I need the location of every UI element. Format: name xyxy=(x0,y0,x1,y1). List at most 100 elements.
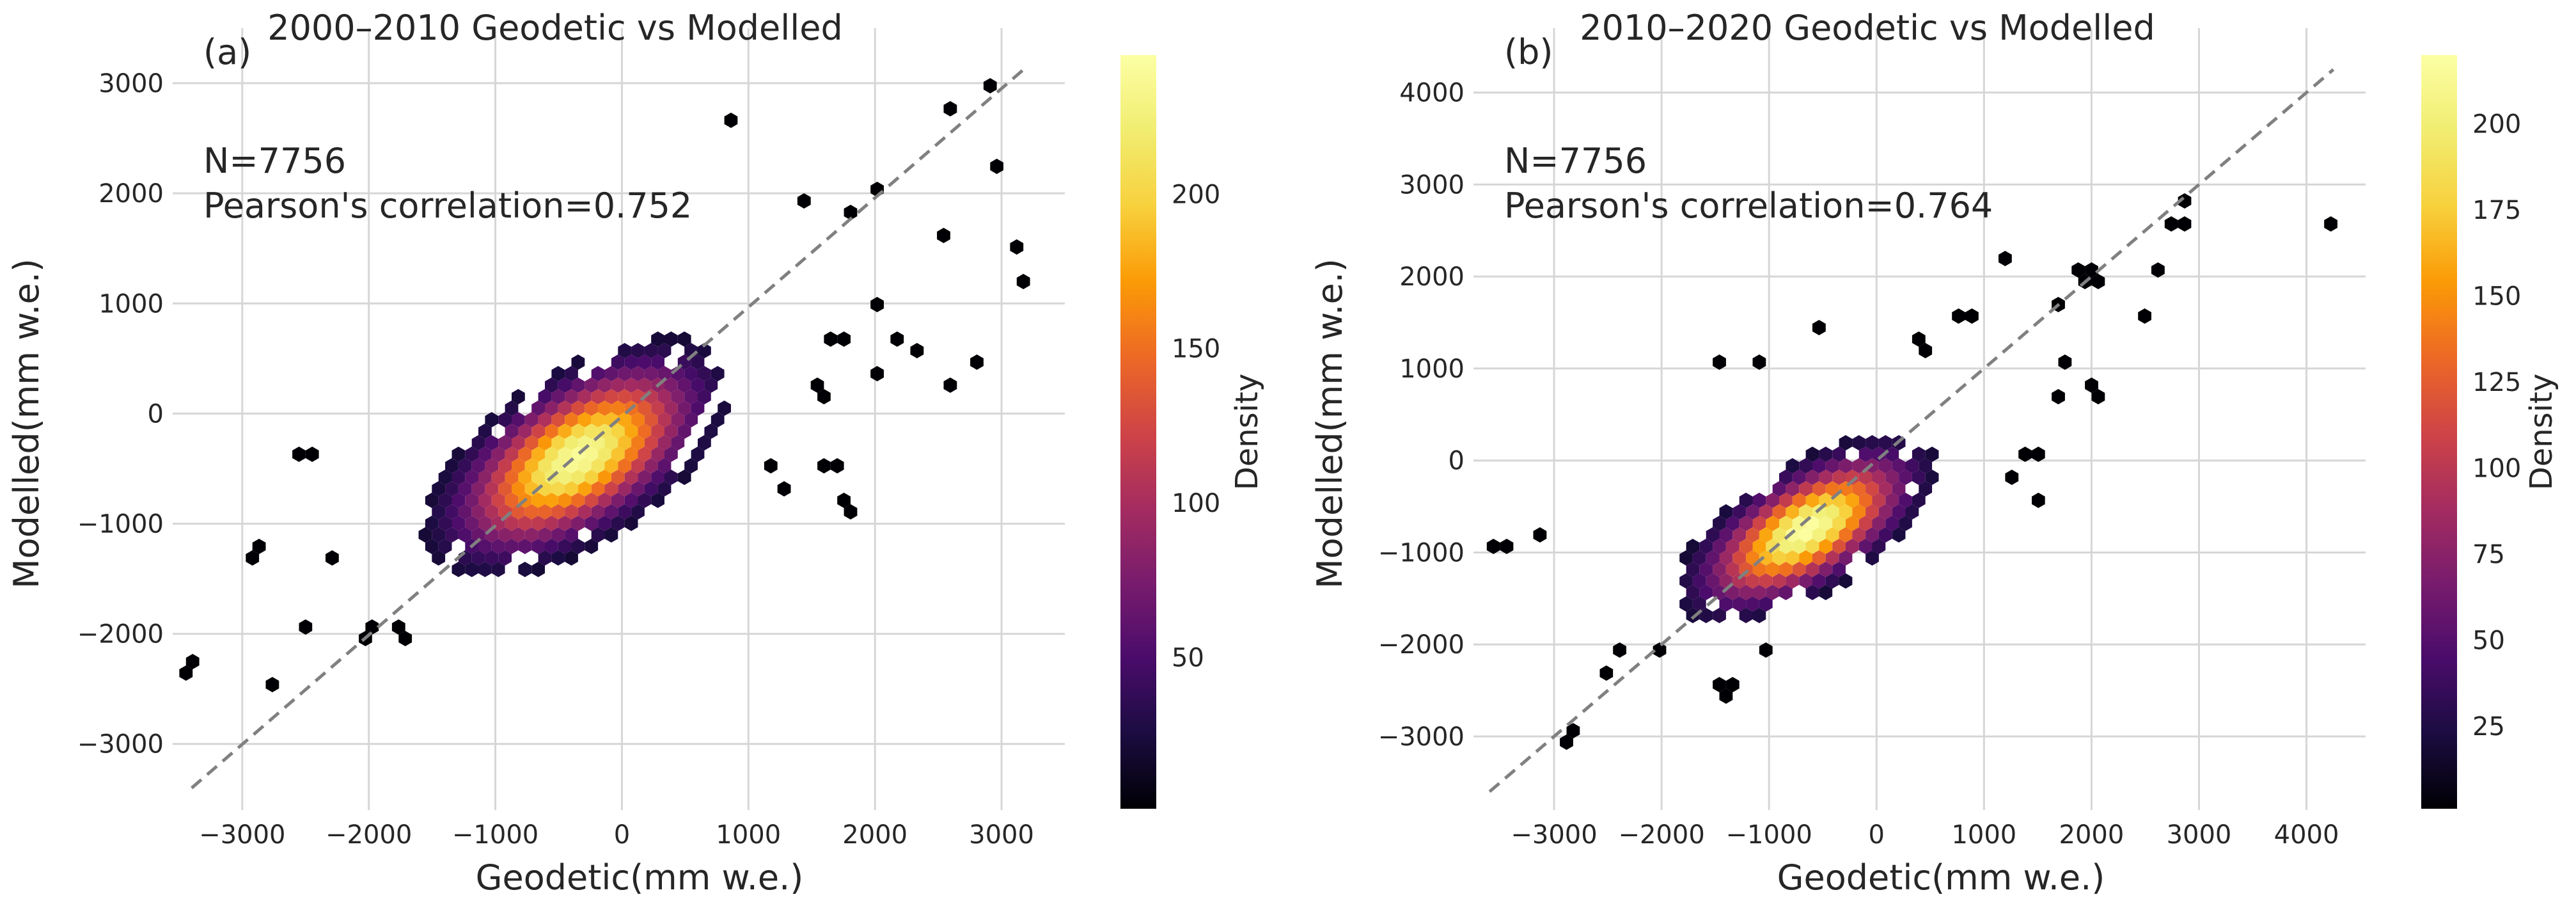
hexbin-cell xyxy=(1713,677,1726,692)
hexbin-cell xyxy=(531,401,545,416)
hexbin-cell xyxy=(558,378,572,393)
hexbin-cell xyxy=(465,493,478,508)
hexbin-cell xyxy=(418,527,432,543)
hexbin-cell xyxy=(1486,539,1500,554)
hexbin-cell xyxy=(1725,585,1740,600)
hexbin-cell xyxy=(585,470,599,485)
hexbin-cell xyxy=(1772,527,1786,543)
hexbin-cell xyxy=(2164,216,2178,232)
colorbar-ticks-a: 50 100 150 200 xyxy=(1172,180,1220,672)
hexbin-cell xyxy=(1839,573,1853,589)
hexbin-cell xyxy=(2178,193,2192,209)
hexbin-cell xyxy=(591,504,605,520)
hexbin-cell xyxy=(664,331,678,347)
hexbin-cell xyxy=(1885,516,1899,531)
hexbin-cell xyxy=(644,458,658,473)
hexbin-cell xyxy=(498,550,512,566)
hexbin-cell xyxy=(1613,642,1626,658)
hexbin-cell xyxy=(598,401,611,416)
hexbin-cell xyxy=(651,424,664,439)
hexbin-cell xyxy=(438,539,452,554)
hexbin-cell xyxy=(1878,458,1892,473)
hexbin-cell xyxy=(1912,447,1926,462)
hexbin-cell xyxy=(711,412,725,427)
hexbin-cell xyxy=(624,516,638,531)
hexbin-cell xyxy=(1692,573,1706,589)
x-tick-label: −1000 xyxy=(452,820,538,850)
hexbin-cell xyxy=(624,493,638,508)
colorbar-label-a: Density xyxy=(1229,374,1265,490)
hexbin-cell xyxy=(1560,735,1573,750)
hexbin-cell xyxy=(1779,470,1793,485)
hexbin-cell xyxy=(684,389,698,404)
hexbin-cell xyxy=(531,516,545,531)
hexbin-cell xyxy=(1752,516,1766,531)
hexbin-cell xyxy=(604,504,618,520)
hexbin-cell xyxy=(1713,354,1726,370)
hexbin-cell xyxy=(551,366,565,381)
hexbin-cell xyxy=(777,481,791,497)
hexbin-cell xyxy=(1905,458,1919,473)
hexbin-cell xyxy=(558,424,572,439)
hexbin-cell xyxy=(1799,481,1812,497)
colorbar-ticks-b: 25 50 75 100 125 150 175 200 xyxy=(2472,110,2521,742)
y-tick-label: 2000 xyxy=(98,179,164,209)
x-axis-label-b: Geodetic(mm w.e.) xyxy=(1777,857,2105,898)
hexbin-cell xyxy=(1819,585,1833,600)
hexbin-cell xyxy=(1999,251,2012,266)
hexbin-cell xyxy=(471,527,485,543)
hexbin-cell xyxy=(671,389,685,404)
hexbin-cell xyxy=(305,447,319,462)
hexbin-cell xyxy=(571,539,585,554)
grid-a xyxy=(173,28,1065,810)
x-tick-label: 2000 xyxy=(2059,820,2124,850)
hexbin-cell xyxy=(1912,331,1926,347)
x-tick-label: −2000 xyxy=(326,820,412,850)
hexbin-cell xyxy=(664,470,678,485)
hexbin-cell xyxy=(1805,585,1819,600)
hexbin-cell xyxy=(498,412,512,427)
hexbin-cell xyxy=(1786,573,1800,589)
hexbin-cell xyxy=(591,527,605,543)
hexbin-cell xyxy=(498,481,512,497)
hexbin-cell xyxy=(438,470,452,485)
hexbin-cell xyxy=(1832,562,1846,577)
hexbin-cell xyxy=(538,550,552,566)
hexbin-cell xyxy=(565,389,578,404)
x-tick-label: −3000 xyxy=(1511,820,1597,850)
hexbin-cell xyxy=(471,481,485,497)
hexbin-cell xyxy=(1812,527,1826,543)
hexbin-cell xyxy=(512,435,525,450)
hexbin-cell xyxy=(478,447,492,462)
hexbin-cell xyxy=(611,516,625,531)
hexbin-cell xyxy=(870,366,884,381)
hexbin-cell xyxy=(618,389,632,404)
hexbin-cell xyxy=(1892,458,1906,473)
y-tick-label: 0 xyxy=(1449,447,1465,476)
hexbin-cell xyxy=(1865,504,1879,520)
hexbin-cell xyxy=(252,539,266,554)
hexbin-cell xyxy=(2091,389,2105,404)
hexbin-cell xyxy=(844,504,858,520)
hexbin-cell xyxy=(518,447,532,462)
hexbin-cell xyxy=(1759,573,1773,589)
x-tick-label: 0 xyxy=(614,820,630,850)
hexbin-cell xyxy=(471,458,485,473)
y-axis-label-b: Modelled(mm w.e.) xyxy=(1310,258,1350,589)
hexbin-cell xyxy=(545,401,558,416)
hexbin-cell xyxy=(1912,493,1926,508)
hexbin-cell xyxy=(491,470,505,485)
hexbin-cell xyxy=(1699,539,1713,554)
chart-title-b: 2010–2020 Geodetic vs Modelled xyxy=(1580,8,2155,48)
hexbin-cell xyxy=(1852,435,1866,450)
hexbin-cell xyxy=(491,562,505,577)
hexbin-cell xyxy=(644,435,658,450)
hexbin-cell xyxy=(598,493,611,508)
hexbin-cell xyxy=(498,458,512,473)
hexbin-cell xyxy=(1010,239,1024,255)
hexbin-cell xyxy=(185,654,200,669)
hexbin-cell xyxy=(531,539,545,554)
hexbin-cell xyxy=(485,458,499,473)
hexbin-cell xyxy=(1858,447,1873,462)
hexbin-cell xyxy=(624,447,638,462)
